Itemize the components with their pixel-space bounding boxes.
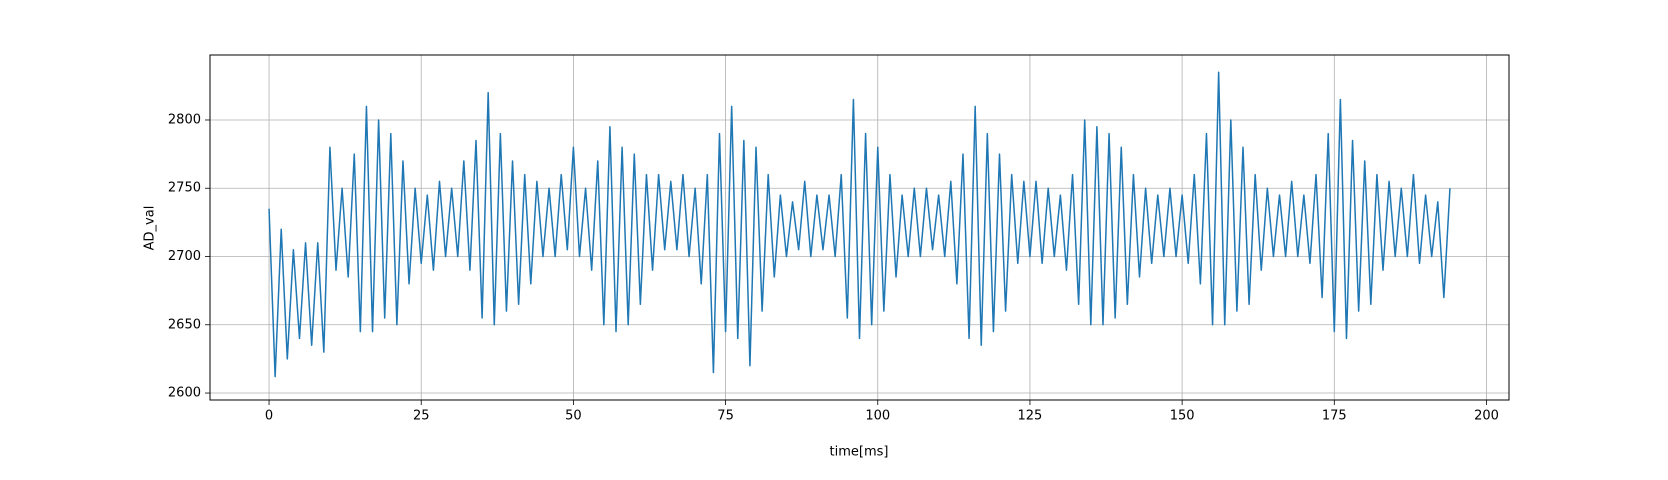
y-tick-label: 2750 [168, 181, 201, 196]
x-tick-label: 125 [1018, 409, 1043, 424]
x-tick-label: 100 [865, 409, 890, 424]
x-tick-label: 25 [413, 409, 430, 424]
y-tick-label: 2800 [168, 112, 201, 127]
x-tick-label: 150 [1170, 409, 1195, 424]
x-tick-label: 200 [1474, 409, 1499, 424]
y-axis-label: AD_val [143, 206, 158, 251]
x-tick-label: 75 [717, 409, 734, 424]
y-tick-label: 2650 [168, 317, 201, 332]
data-line [268, 71, 1451, 378]
y-tick-label: 2600 [168, 386, 201, 401]
x-tick-label: 0 [265, 409, 273, 424]
x-tick-label: 175 [1322, 409, 1347, 424]
x-tick-label: 50 [565, 409, 582, 424]
x-axis-label: time[ms] [830, 445, 889, 460]
y-tick-label: 2700 [168, 249, 201, 264]
plot-frame [209, 54, 1510, 401]
